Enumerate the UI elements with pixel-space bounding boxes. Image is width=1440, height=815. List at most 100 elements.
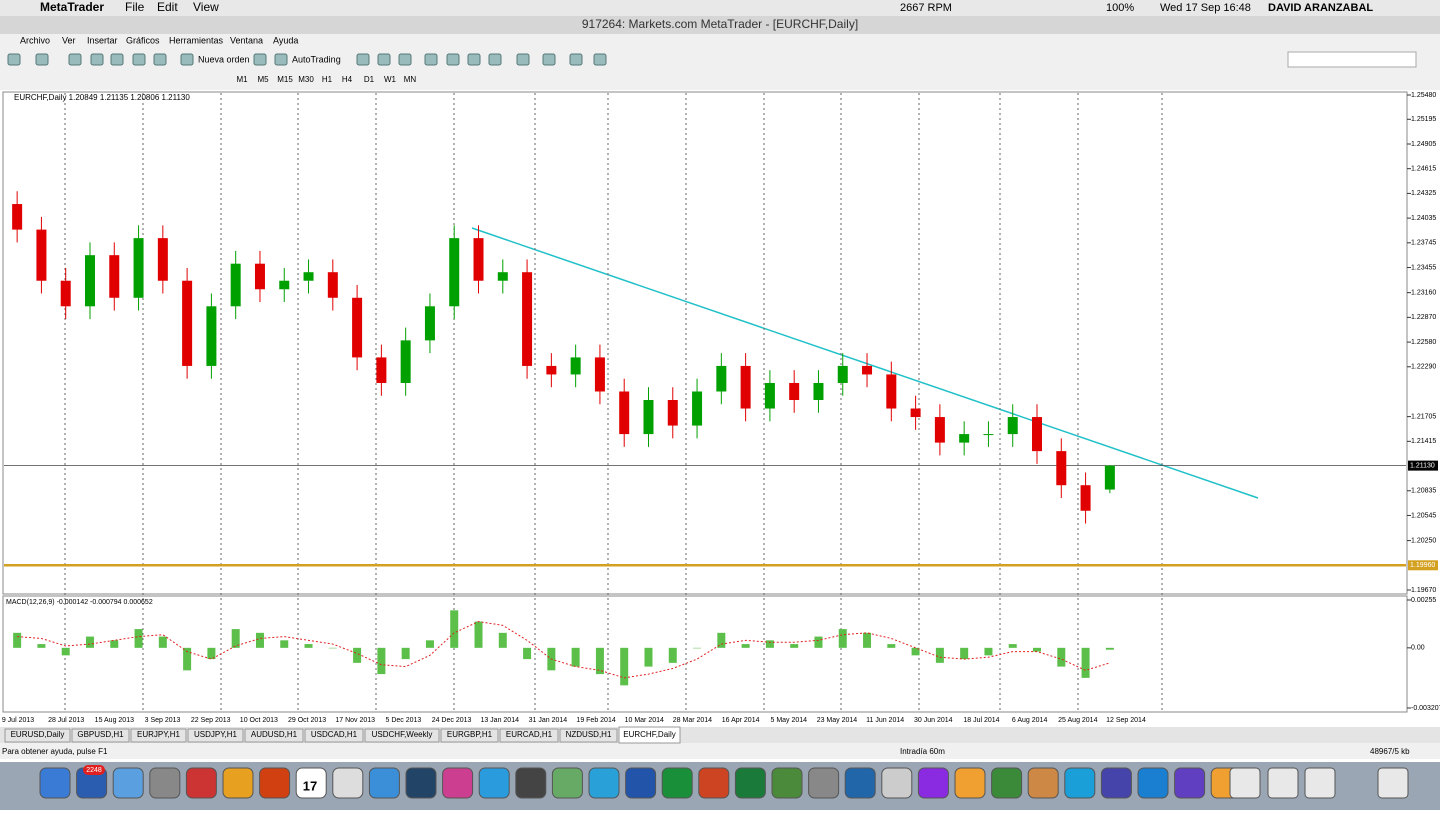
dock-icon[interactable] <box>1064 767 1096 799</box>
toolbar-icon[interactable] <box>153 53 167 66</box>
dock-icon[interactable] <box>551 767 583 799</box>
dock-icon[interactable] <box>954 767 986 799</box>
timeframe-button[interactable]: H1 <box>322 75 333 84</box>
toolbar-icon[interactable] <box>274 53 288 66</box>
dock-icon[interactable] <box>295 767 327 799</box>
timeframe-button[interactable]: MN <box>404 75 417 84</box>
timeframe-button[interactable]: M30 <box>298 75 314 84</box>
autotrading-button[interactable]: AutoTrading <box>292 54 341 64</box>
toolbar-icon[interactable] <box>569 53 583 66</box>
timeframe-button[interactable]: H4 <box>342 75 353 84</box>
menu-item[interactable]: Herramientas <box>169 35 224 45</box>
dock-icon[interactable] <box>808 767 840 799</box>
tab-label[interactable]: USDCAD,H1 <box>311 730 358 739</box>
tab[interactable] <box>130 728 187 743</box>
menu-item[interactable]: Ver <box>62 35 76 45</box>
dock-icon[interactable] <box>917 767 949 799</box>
dock-icon[interactable] <box>625 767 657 799</box>
toolbar-icon[interactable] <box>516 53 530 66</box>
tab-label[interactable]: EURCHF,Daily <box>623 730 675 739</box>
dock-icon[interactable] <box>222 767 254 799</box>
dock-icon[interactable] <box>1229 767 1261 799</box>
toolbar-icon[interactable] <box>424 53 438 66</box>
toolbar-icon[interactable] <box>542 53 556 66</box>
dock-icon[interactable] <box>844 767 876 799</box>
dock-icon[interactable] <box>39 767 71 799</box>
dock-icon[interactable] <box>1137 767 1169 799</box>
dock-icon[interactable] <box>515 767 547 799</box>
tab-label[interactable]: EURGBP,H1 <box>447 730 493 739</box>
timeframe-button[interactable]: W1 <box>384 75 397 84</box>
tab-label[interactable]: EURCAD,H1 <box>506 730 553 739</box>
dock-icon[interactable] <box>991 767 1023 799</box>
tab-label[interactable]: AUDUSD,H1 <box>251 730 298 739</box>
dock-icon[interactable] <box>442 767 474 799</box>
dock-icon[interactable] <box>185 767 217 799</box>
toolbar-icon[interactable] <box>110 53 124 66</box>
toolbar-icon[interactable] <box>132 53 146 66</box>
dock-icon[interactable] <box>405 767 437 799</box>
tab[interactable] <box>499 728 559 743</box>
tab-label[interactable]: GBPUSD,H1 <box>77 730 124 739</box>
toolbar-icon[interactable] <box>488 53 502 66</box>
tab[interactable] <box>618 726 681 744</box>
dock-icon[interactable] <box>881 767 913 799</box>
tab-label[interactable]: EURJPY,H1 <box>137 730 181 739</box>
toolbar-icon[interactable] <box>356 53 370 66</box>
toolbar-icon[interactable] <box>180 53 194 66</box>
dock-icon[interactable] <box>734 767 766 799</box>
tab[interactable] <box>364 728 440 743</box>
dock-icon[interactable] <box>1100 767 1132 799</box>
tab[interactable] <box>187 728 244 743</box>
dock-icon[interactable] <box>1267 767 1299 799</box>
dock-icon[interactable] <box>1304 767 1336 799</box>
tab[interactable] <box>559 728 618 743</box>
dock-icon[interactable] <box>478 767 510 799</box>
dock-icon[interactable] <box>1174 767 1206 799</box>
toolbar-icon[interactable] <box>446 53 460 66</box>
new-order-button[interactable]: Nueva orden <box>198 54 250 64</box>
toolbar-icon[interactable] <box>467 53 481 66</box>
tab[interactable] <box>244 728 304 743</box>
tab[interactable] <box>4 728 71 743</box>
toolbar-icon[interactable] <box>7 53 21 66</box>
mac-menu[interactable]: View <box>193 0 219 14</box>
toolbar-icon[interactable] <box>68 53 82 66</box>
dock-icon[interactable] <box>1027 767 1059 799</box>
dock-icon[interactable] <box>1377 767 1409 799</box>
menu-item[interactable]: Gráficos <box>126 35 160 45</box>
dock-icon[interactable] <box>368 767 400 799</box>
search-box[interactable] <box>1287 51 1417 68</box>
timeframe-button[interactable]: M5 <box>257 75 269 84</box>
dock-icon[interactable] <box>771 767 803 799</box>
toolbar-icon[interactable] <box>377 53 391 66</box>
dock-icon[interactable] <box>698 767 730 799</box>
toolbar-icon[interactable] <box>253 53 267 66</box>
timeframe-button[interactable]: D1 <box>364 75 375 84</box>
dock-icon[interactable] <box>588 767 620 799</box>
timeframe-button[interactable]: M15 <box>277 75 293 84</box>
timeframe-button[interactable]: M1 <box>236 75 248 84</box>
menu-item[interactable]: Ventana <box>230 35 263 45</box>
tab[interactable] <box>71 728 130 743</box>
tab-label[interactable]: USDJPY,H1 <box>194 730 238 739</box>
toolbar-icon[interactable] <box>398 53 412 66</box>
toolbar-icon[interactable] <box>35 53 49 66</box>
tab[interactable] <box>304 728 364 743</box>
menu-item[interactable]: Insertar <box>87 35 118 45</box>
tab-label[interactable]: EURUSD,Daily <box>11 730 65 739</box>
dock-icon[interactable] <box>332 767 364 799</box>
toolbar-icon[interactable] <box>90 53 104 66</box>
dock-icon[interactable] <box>259 767 291 799</box>
tab-label[interactable]: NZDUSD,H1 <box>566 730 612 739</box>
dock-icon[interactable] <box>661 767 693 799</box>
mac-menu[interactable]: Edit <box>157 0 178 14</box>
dock-icon[interactable] <box>112 767 144 799</box>
tab[interactable] <box>440 728 499 743</box>
dock-icon[interactable] <box>149 767 181 799</box>
mac-menu[interactable]: File <box>125 0 145 14</box>
tab-label[interactable]: USDCHF,Weekly <box>372 730 433 739</box>
toolbar-icon[interactable] <box>593 53 607 66</box>
app-name[interactable]: MetaTrader <box>40 0 104 14</box>
menu-item[interactable]: Archivo <box>20 35 50 45</box>
